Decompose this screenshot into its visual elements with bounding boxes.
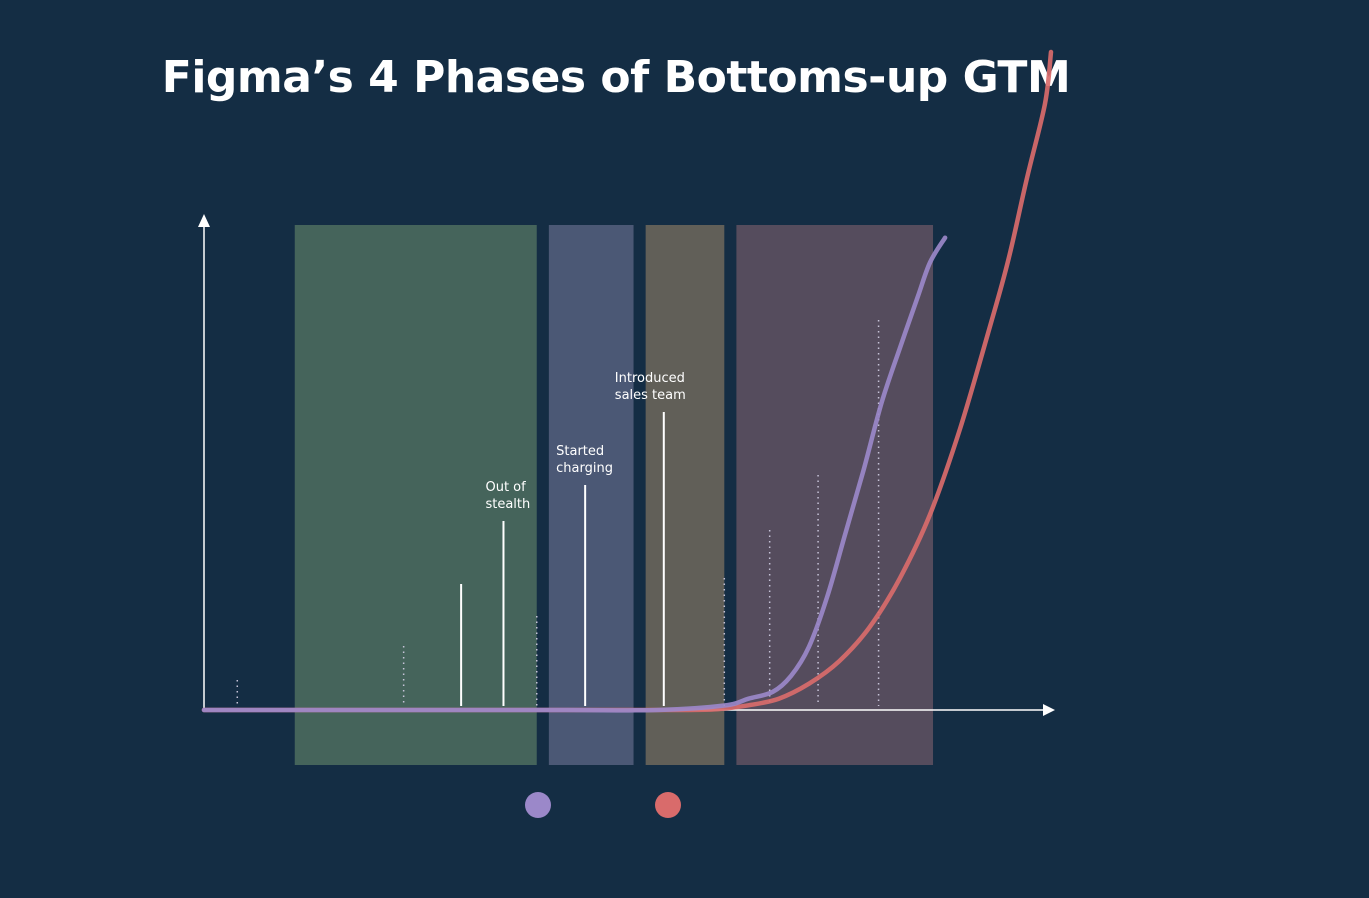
legend-swatch-ev xyxy=(525,792,551,818)
phase-band-3 xyxy=(645,225,725,765)
series-line-ev xyxy=(201,235,948,713)
event-label-introduced-sales-team: Introduced sales team xyxy=(615,371,686,403)
event-label-started-charging: Started charging xyxy=(556,444,613,476)
event-label-out-of-stealth: Out of stealth xyxy=(485,480,530,512)
phase-band-4 xyxy=(736,225,934,765)
y-axis-arrow-icon xyxy=(198,214,210,227)
x-axis-arrow-icon xyxy=(1043,704,1055,716)
phase-band-1 xyxy=(294,225,537,765)
chart-title: Figma’s 4 Phases of Bottoms-up GTM xyxy=(161,52,1071,103)
legend-swatch-arr xyxy=(655,792,681,818)
phase-band-2 xyxy=(548,225,634,765)
